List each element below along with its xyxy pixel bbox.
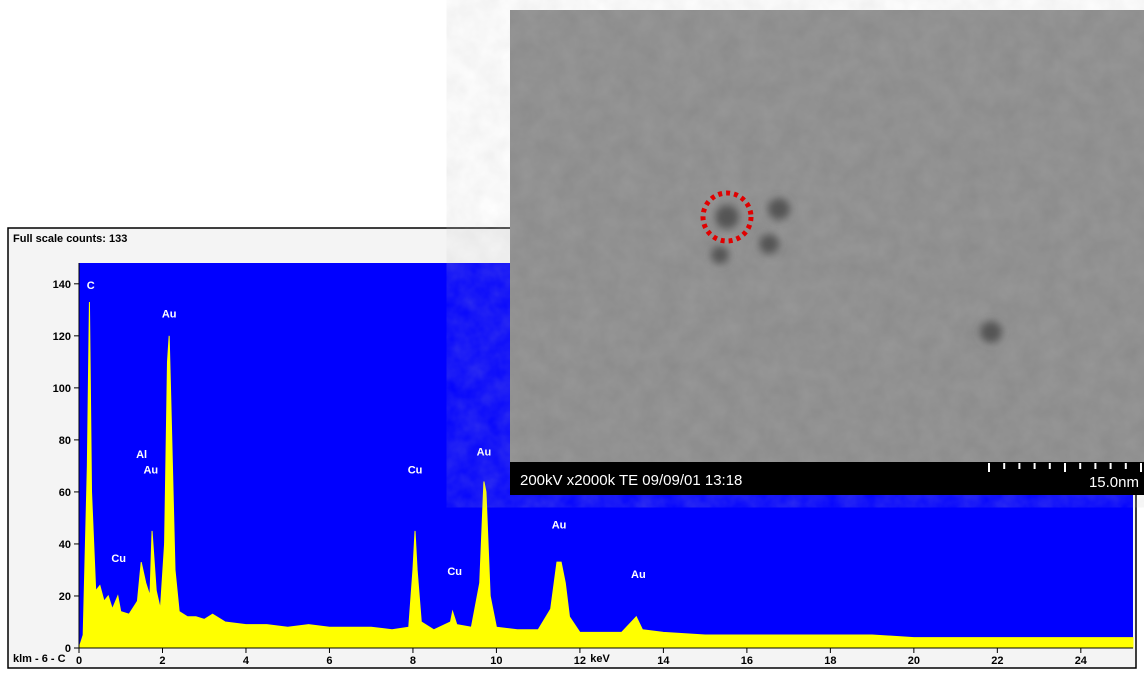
y-tick-label: 140 (53, 279, 71, 291)
caption: 200kV x2000k TE 09/09/01 13:18 (520, 472, 742, 489)
x-tick-label: 10 (490, 655, 502, 667)
peak-label: Au (552, 519, 567, 531)
image-texture (510, 10, 1144, 462)
peak-label: Cu (408, 465, 423, 477)
particle (768, 198, 790, 220)
peak-label: Au (143, 465, 158, 477)
y-tick-label: 20 (59, 591, 71, 603)
y-tick-label: 40 (59, 539, 71, 551)
x-tick-label: 2 (159, 655, 165, 667)
tem-image: 200kV x2000k TE 09/09/01 13:18 15.0nm (510, 10, 1144, 495)
x-tick-label: 24 (1075, 655, 1088, 667)
x-tick-label: 6 (326, 655, 332, 667)
particle (980, 321, 1002, 343)
peak-label: Au (162, 309, 177, 321)
peak-label: Au (631, 569, 646, 581)
particle (715, 205, 739, 229)
y-tick-label: 80 (59, 435, 71, 447)
x-tick-label: 16 (741, 655, 753, 667)
y-tick-label: 0 (65, 643, 71, 655)
particle (759, 234, 779, 254)
peak-label: Al (136, 449, 147, 461)
x-tick-label: 8 (410, 655, 416, 667)
y-tick-label: 120 (53, 331, 71, 343)
particle (711, 246, 729, 264)
page: Full scale counts: 133 klm - 6 - C keV 0… (0, 0, 1144, 670)
x-tick-label: 0 (76, 655, 82, 667)
peak-label: C (87, 280, 95, 292)
x-tick-label: 12 (574, 655, 586, 667)
y-tick-label: 60 (59, 487, 71, 499)
x-tick-label: 14 (657, 655, 670, 667)
x-tick-label: 20 (908, 655, 920, 667)
scale-label: 15.0nm (1089, 474, 1139, 491)
x-axis-label: keV (590, 653, 610, 665)
header: Full scale counts: 133 (13, 233, 127, 245)
x-tick-label: 18 (824, 655, 836, 667)
peak-label: Cu (111, 553, 126, 565)
peak-label: Au (477, 447, 492, 459)
peak-label: Cu (447, 566, 462, 578)
x-tick-label: 22 (991, 655, 1003, 667)
y-tick-label: 100 (53, 383, 71, 395)
sample-label: klm - 6 - C (13, 653, 66, 665)
x-tick-label: 4 (243, 655, 250, 667)
